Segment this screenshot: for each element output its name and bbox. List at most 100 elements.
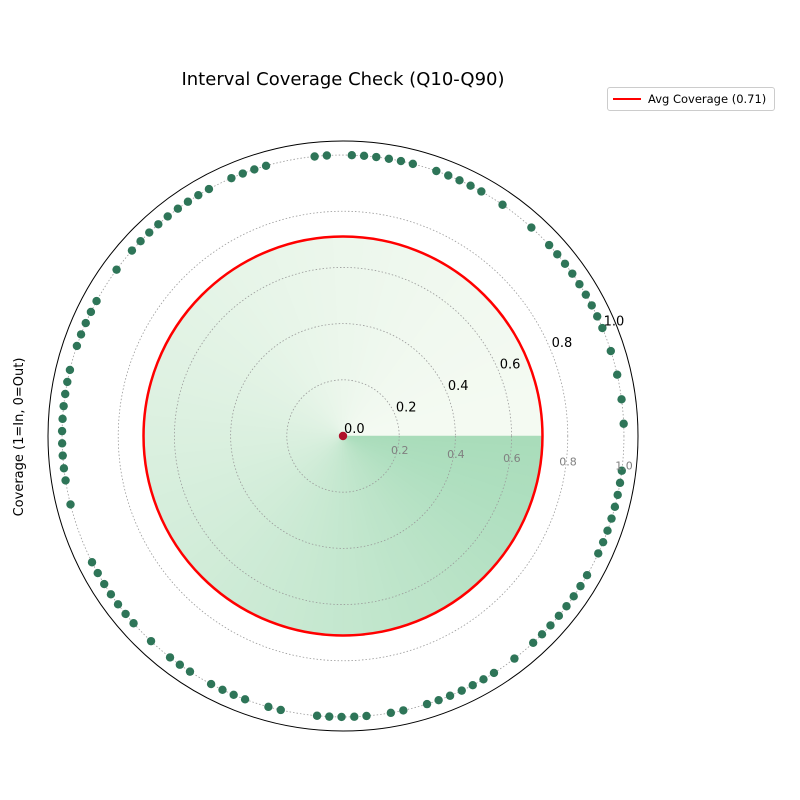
coverage-point [322, 151, 332, 160]
coverage-point [350, 712, 359, 721]
coverage-point [408, 159, 418, 169]
coverage-point [218, 685, 227, 694]
coverage-point [276, 705, 285, 715]
coverage-point [145, 228, 154, 237]
coverage-point [603, 526, 612, 535]
coverage-point [568, 269, 577, 278]
legend-avg-line [613, 98, 641, 100]
coverage-point [598, 537, 608, 547]
coverage-point [477, 187, 486, 196]
coverage-point [59, 401, 68, 411]
coverage-fill-area [143, 236, 543, 636]
coverage-point [444, 171, 453, 180]
coverage-point [594, 549, 603, 558]
grid-tick-label: 1.0 [615, 460, 633, 473]
coverage-points [57, 150, 628, 722]
coverage-point [434, 695, 443, 705]
coverage-point [544, 240, 554, 250]
coverage-point [312, 711, 322, 720]
coverage-point [175, 660, 185, 669]
coverage-point [264, 702, 273, 712]
coverage-point [606, 346, 615, 356]
grid-tick-label: 0.6 [503, 452, 521, 465]
avg-coverage-circle [142, 235, 544, 637]
coverage-point [384, 154, 394, 164]
r-tick-label: 0.6 [500, 357, 521, 372]
coverage-point [593, 312, 602, 321]
coverage-point [399, 706, 408, 715]
coverage-point [76, 330, 86, 339]
coverage-point [61, 389, 70, 399]
inner-grid-tick-labels: 0.2 0.4 0.6 0.8 1.0 [391, 444, 633, 473]
coverage-point [240, 695, 250, 704]
coverage-point [422, 699, 432, 709]
legend-avg-label: Avg Coverage (0.71) [648, 92, 767, 106]
coverage-point [479, 675, 488, 684]
grid-circle [286, 379, 400, 493]
coverage-point [57, 439, 67, 448]
coverage-point [455, 176, 464, 185]
coverage-point [607, 514, 616, 523]
coverage-point [489, 668, 499, 678]
coverage-point [576, 581, 585, 591]
coverage-point [362, 711, 371, 721]
coverage-point [610, 502, 620, 512]
grid-tick-label: 0.8 [559, 456, 577, 469]
coverage-point [598, 323, 607, 333]
coverage-point [165, 653, 175, 662]
coverage-point [396, 156, 406, 166]
coverage-point [432, 166, 441, 176]
coverage-point [86, 307, 96, 317]
coverage-point [581, 290, 591, 299]
coverage-point [185, 667, 195, 676]
coverage-point [93, 568, 102, 578]
coverage-point [92, 296, 101, 306]
coverage-point [468, 681, 477, 690]
coverage-point [250, 165, 259, 174]
coverage-point [615, 478, 625, 488]
grid-tick-label: 0.4 [447, 448, 465, 461]
coverage-point [58, 414, 67, 424]
coverage-point [65, 365, 75, 375]
grid-circle [117, 210, 569, 662]
r-tick-label: 0.4 [448, 379, 469, 394]
legend: Avg Coverage (0.71) [607, 87, 775, 111]
grid-circle [230, 323, 456, 549]
coverage-point [619, 419, 628, 428]
chart-title: Interval Coverage Check (Q10-Q90) [181, 69, 504, 90]
coverage-point [229, 690, 238, 700]
coverage-point [337, 712, 346, 722]
coverage-point [612, 370, 622, 379]
coverage-point [127, 246, 137, 255]
coverage-point [238, 169, 247, 178]
coverage-point [372, 152, 381, 162]
coverage-point [310, 152, 319, 161]
coverage-point [194, 190, 203, 200]
coverage-point [554, 611, 564, 621]
y-axis-label: Coverage (1=In, 0=Out) [12, 358, 27, 517]
grid-circle [174, 267, 512, 605]
radial-tick-labels: 0.0 0.2 0.4 0.6 0.8 1.0 [344, 314, 624, 437]
r-tick-label: 0.0 [344, 422, 365, 437]
coverage-point [113, 600, 123, 609]
coverage-point [61, 476, 70, 485]
coverage-point [59, 464, 69, 473]
coverage-point [173, 204, 183, 213]
coverage-point [129, 619, 138, 628]
coverage-point [587, 301, 596, 310]
coverage-point [87, 558, 97, 567]
coverage-point [553, 250, 562, 259]
coverage-point [63, 377, 72, 387]
coverage-point [510, 654, 519, 663]
coverage-point [537, 630, 547, 639]
grid-tick-label: 0.2 [391, 444, 409, 457]
coverage-point [100, 579, 109, 589]
coverage-point [183, 197, 193, 206]
coverage-point [546, 621, 555, 630]
polar-frame [47, 140, 639, 732]
coverage-point [569, 592, 578, 601]
coverage-point [112, 265, 121, 274]
coverage-point [72, 341, 82, 351]
coverage-point [445, 691, 455, 700]
coverage-point [560, 259, 570, 268]
